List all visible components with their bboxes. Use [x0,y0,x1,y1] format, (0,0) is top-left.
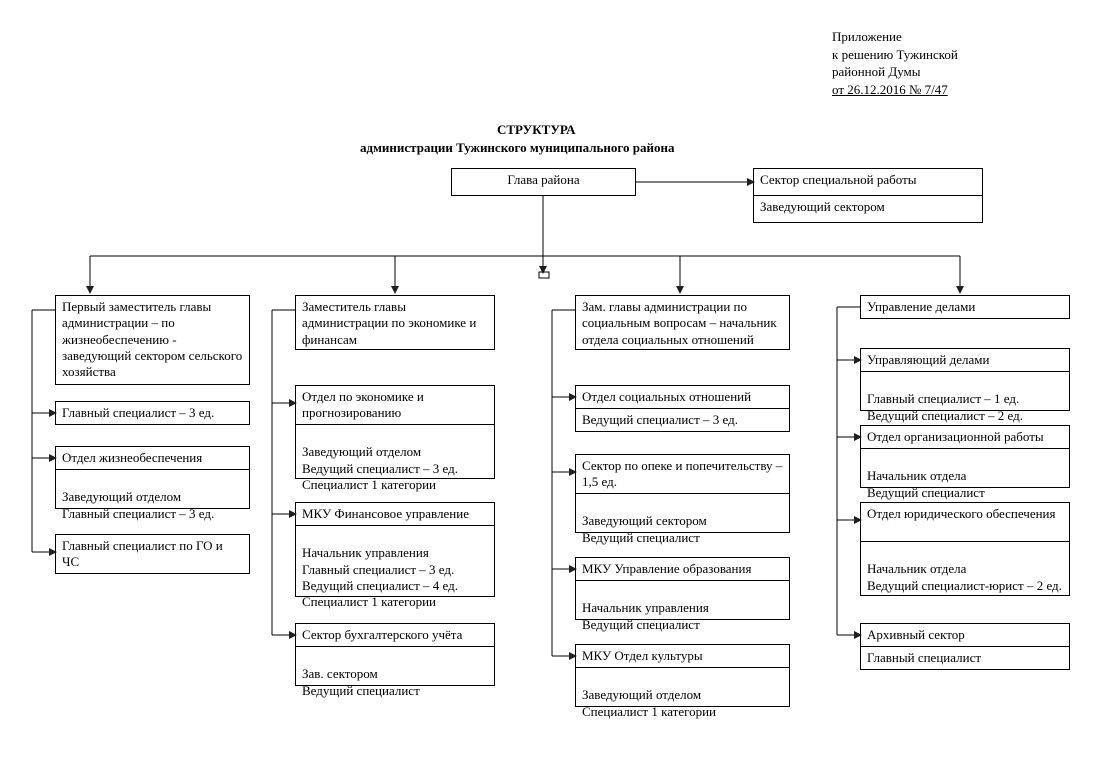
col3-b1-bottom: Ведущий специалист – 3 ед. [575,408,790,432]
col4-b3-top: Отдел юридического обеспечения [860,502,1070,542]
col2-b2-top-label: МКУ Финансовое управление [302,506,469,521]
head-label: Глава района [507,172,579,187]
title-line2: администрации Тужинского муниципального … [360,140,674,156]
col1-b1-label: Главный специалист – 3 ед. [62,405,214,420]
col4-head-label: Управление делами [867,299,975,314]
col2-b2-top: МКУ Финансовое управление [295,502,495,526]
col2-b1-top-label: Отдел по экономике и прогнозированию [302,389,424,420]
col3-b3-bottom-label: Начальник управления Ведущий специалист [582,600,709,631]
appendix-line4: от 26.12.2016 № 7/47 [832,81,1052,99]
col3-b2-top: Сектор по опеке и попечительству – 1,5 е… [575,454,790,494]
col2-head-label: Заместитель главы администрации по эконо… [302,299,476,347]
appendix-line1: Приложение [832,28,1052,46]
col1-b2-bottom: Заведующий отделом Главный специалист – … [55,469,250,509]
col4-b4-top-label: Архивный сектор [867,627,965,642]
col3-b3-top: МКУ Управление образования [575,557,790,581]
col4-b2-top-label: Отдел организационной работы [867,429,1044,444]
col2-b1-top: Отдел по экономике и прогнозированию [295,385,495,425]
col3-b1-top: Отдел социальных отношений [575,385,790,409]
col2-b3-bottom-label: Зав. сектором Ведущий специалист [302,666,420,697]
special-sector-bottom: Заведующий сектором [753,195,983,223]
col3-b4-bottom: Заведующий отделом Специалист 1 категори… [575,667,790,707]
appendix-line3: районной Думы [832,63,1052,81]
col3-b2-bottom: Заведующий сектором Ведущий специалист [575,493,790,533]
col4-b4-bottom: Главный специалист [860,646,1070,670]
col3-b4-top: МКУ Отдел культуры [575,644,790,668]
col1-b3: Главный специалист по ГО и ЧС [55,534,250,574]
col4-b4-bottom-label: Главный специалист [867,650,981,665]
col2-b1-bottom-label: Заведующий отделом Ведущий специалист – … [302,444,458,492]
col4-b3-bottom-label: Начальник отдела Ведущий специалист-юрис… [867,561,1062,592]
col2-b3-top: Сектор бухгалтерского учёта [295,623,495,647]
col1-b2-top: Отдел жизнеобеспечения [55,446,250,470]
title-line1: СТРУКТУРА [497,122,576,138]
col2-b1-bottom: Заведующий отделом Ведущий специалист – … [295,424,495,479]
col3-b2-bottom-label: Заведующий сектором Ведущий специалист [582,513,707,544]
col4-b1-bottom-label: Главный специалист – 1 ед. Ведущий специ… [867,391,1023,422]
col2-head: Заместитель главы администрации по эконо… [295,295,495,350]
col3-b2-top-label: Сектор по опеке и попечительству – 1,5 е… [582,458,782,489]
col1-b2-bottom-label: Заведующий отделом Главный специалист – … [62,489,214,520]
col4-b3-top-label: Отдел юридического обеспечения [867,506,1056,521]
col1-head: Первый заместитель главы администрации –… [55,295,250,385]
col4-b2-top: Отдел организационной работы [860,425,1070,449]
special-sector-top: Сектор специальной работы [753,168,983,196]
col3-b3-bottom: Начальник управления Ведущий специалист [575,580,790,620]
col3-b4-bottom-label: Заведующий отделом Специалист 1 категори… [582,687,716,718]
col4-b1-top-label: Управляющий делами [867,352,989,367]
col2-b3-top-label: Сектор бухгалтерского учёта [302,627,462,642]
col3-b4-top-label: МКУ Отдел культуры [582,648,703,663]
col4-head: Управление делами [860,295,1070,319]
col3-b1-bottom-label: Ведущий специалист – 3 ед. [582,412,738,427]
col4-b1-top: Управляющий делами [860,348,1070,372]
col1-b1: Главный специалист – 3 ед. [55,401,250,425]
appendix-header: Приложение к решению Тужинской районной … [832,28,1052,98]
special-sector-top-label: Сектор специальной работы [760,172,917,187]
col3-head-label: Зам. главы администрации по социальным в… [582,299,777,347]
col1-b3-label: Главный специалист по ГО и ЧС [62,538,223,569]
col4-b2-bottom-label: Начальник отдела Ведущий специалист [867,468,985,499]
appendix-line2: к решению Тужинской [832,46,1052,64]
col4-b4-top: Архивный сектор [860,623,1070,647]
col4-b2-bottom: Начальник отдела Ведущий специалист [860,448,1070,488]
col2-b2-bottom: Начальник управления Главный специалист … [295,525,495,597]
col4-b3-bottom: Начальник отдела Ведущий специалист-юрис… [860,541,1070,596]
col2-b2-bottom-label: Начальник управления Главный специалист … [302,545,458,609]
col1-head-label: Первый заместитель главы администрации –… [62,299,242,379]
special-sector-bottom-label: Заведующий сектором [760,199,885,214]
col3-b1-top-label: Отдел социальных отношений [582,389,751,404]
col3-b3-top-label: МКУ Управление образования [582,561,751,576]
col1-b2-top-label: Отдел жизнеобеспечения [62,450,202,465]
col2-b3-bottom: Зав. сектором Ведущий специалист [295,646,495,686]
head-box: Глава района [451,168,636,196]
col4-b1-bottom: Главный специалист – 1 ед. Ведущий специ… [860,371,1070,411]
col3-head: Зам. главы администрации по социальным в… [575,295,790,350]
